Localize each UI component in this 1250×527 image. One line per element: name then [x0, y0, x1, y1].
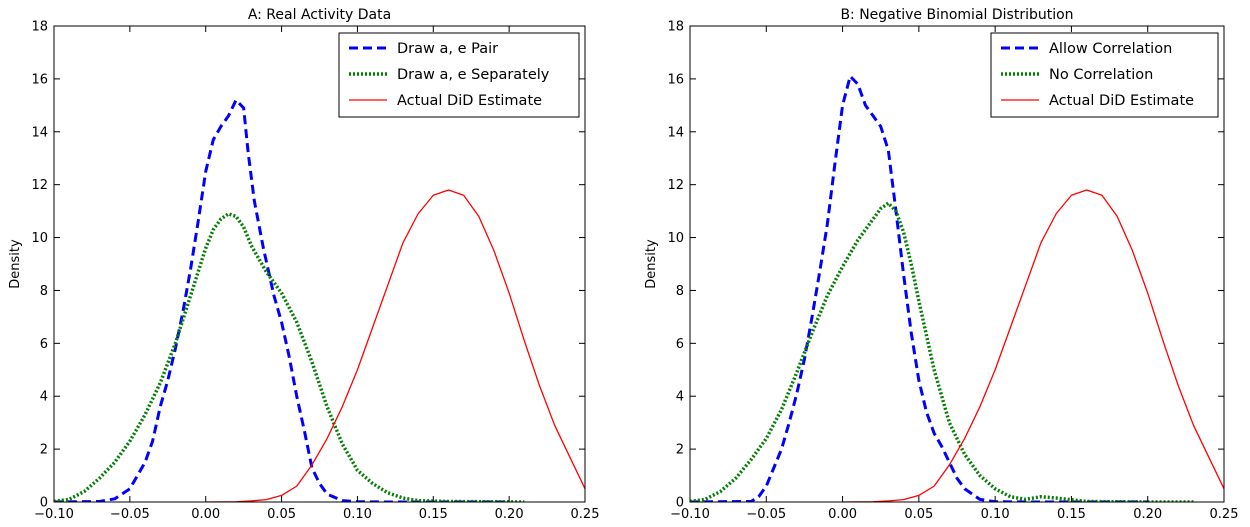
chart-title: A: Real Activity Data: [248, 7, 391, 23]
y-tick-label: 6: [676, 337, 684, 352]
y-axis-label: Density: [644, 239, 659, 289]
plot-frame: [53, 25, 586, 503]
legend-label-2: No Correlation: [1049, 67, 1153, 83]
legend-label-1: Allow Correlation: [1049, 41, 1172, 57]
x-tick-label: 0.10: [981, 507, 1010, 522]
legend-label-2: Draw a, e Separately: [397, 67, 550, 83]
series-line-3: [205, 189, 585, 502]
y-tick-label: 14: [31, 125, 48, 140]
series-group: [54, 98, 585, 502]
x-tick-label: 0.25: [571, 507, 600, 522]
y-tick-label: 16: [667, 72, 684, 87]
y-tick-label: 8: [676, 284, 684, 299]
plot-frame: [689, 25, 1225, 503]
legend: Allow Correlation No Correlation Actual Di…: [990, 32, 1219, 118]
x-tick-label: −0.05: [110, 507, 150, 522]
y-tick-label: 16: [31, 72, 48, 87]
x-tick-label: 0.00: [191, 507, 220, 522]
x-tick-label: 0.05: [267, 507, 296, 522]
x-tick-label: 0.20: [1133, 507, 1162, 522]
y-tick-label: 0: [676, 496, 684, 511]
series-line-2: [690, 201, 1194, 502]
y-tick-label: 4: [676, 390, 684, 405]
x-tick-label: 0.05: [904, 507, 933, 522]
x-tick-label: 0.00: [828, 507, 857, 522]
chart-title: B: Negative Binomial Distribution: [840, 7, 1073, 23]
series-line-1: [690, 74, 1148, 502]
legend-box: [990, 32, 1219, 118]
x-tick-label: −0.05: [746, 507, 786, 522]
x-tick-label: 0.20: [495, 507, 524, 522]
y-tick-label: 12: [31, 178, 48, 193]
legend: Draw a, e Pair Draw a, e Separately Actual…: [338, 32, 580, 118]
x-tick-label: −0.10: [34, 507, 74, 522]
y-tick-label: 2: [40, 443, 48, 458]
y-tick-label: 8: [40, 284, 48, 299]
legend-label-3: Actual DiD Estimate: [1049, 93, 1194, 109]
panel-b-negative-binomial-distribution: −0.10 −0.05 0.00 0.05 0.10 0.15 0.20 0.25 0 2 4 6 8 1…: [644, 7, 1238, 522]
y-tick-label: 6: [40, 337, 48, 352]
series-line-2: [54, 212, 525, 502]
y-tick-label: 10: [31, 231, 48, 246]
y-axis-label: Density: [8, 239, 23, 289]
series-group: [690, 74, 1224, 502]
x-tick-label: 0.15: [419, 507, 448, 522]
series-line-1: [54, 98, 510, 502]
series-line-3: [842, 189, 1224, 502]
y-tick-label: 2: [676, 443, 684, 458]
x-tick-label: 0.15: [1057, 507, 1086, 522]
legend-label-1: Draw a, e Pair: [397, 41, 498, 57]
panel-a-real-activity-data: −0.10 −0.05 0.00 0.05 0.10 0.15 0.20 0.25 0 2 4 6 8 1…: [8, 7, 599, 522]
x-tick-label: 0.25: [1210, 507, 1239, 522]
x-tick-label: 0.10: [343, 507, 372, 522]
y-tick-label: 10: [667, 231, 684, 246]
legend-label-3: Actual DiD Estimate: [397, 93, 542, 109]
y-tick-label: 18: [667, 20, 684, 35]
y-tick-label: 18: [31, 20, 48, 35]
y-tick-label: 14: [667, 125, 684, 140]
y-tick-label: 12: [667, 178, 684, 193]
y-tick-label: 0: [40, 496, 48, 511]
x-tick-label: −0.10: [670, 507, 710, 522]
y-tick-label: 4: [40, 390, 48, 405]
